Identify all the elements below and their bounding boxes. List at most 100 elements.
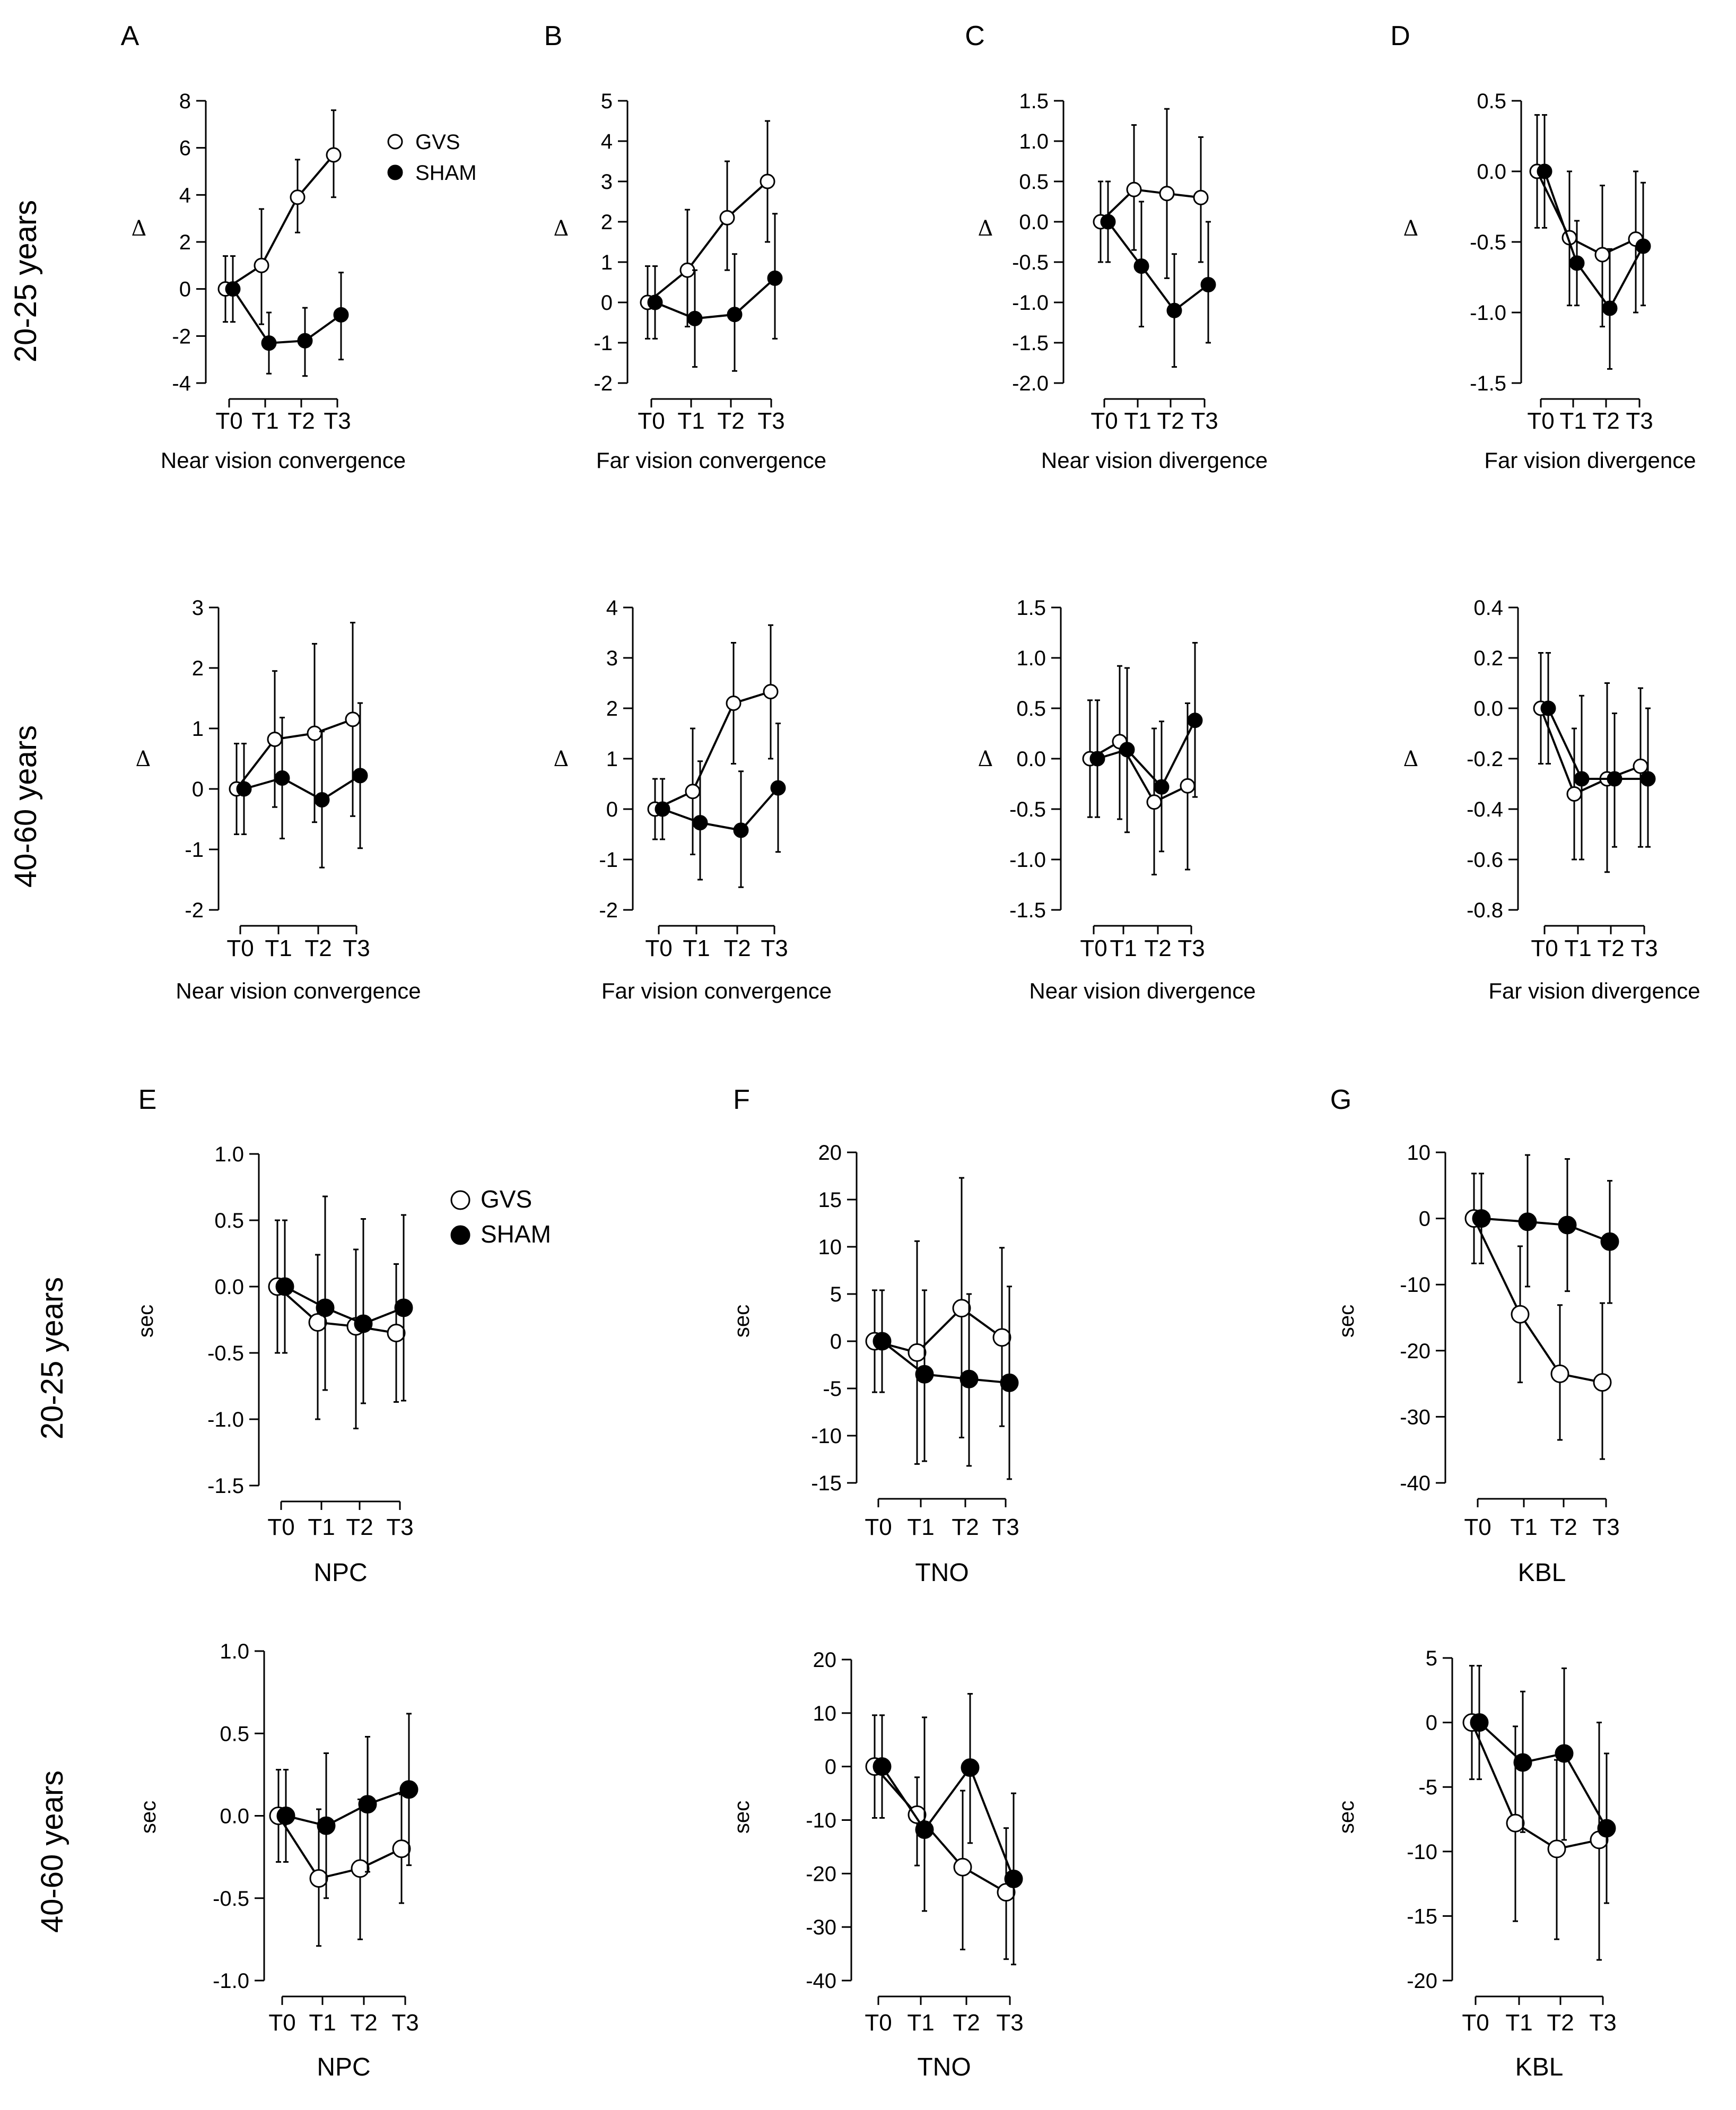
data-point — [354, 1314, 373, 1333]
data-point — [317, 1816, 336, 1835]
series-line — [284, 1286, 404, 1325]
y-tick-label: -10 — [806, 1809, 836, 1833]
x-tick-label: T2 — [953, 2010, 980, 2036]
data-point — [345, 711, 361, 727]
legend-sham-label: SHAM — [415, 161, 477, 185]
data-point — [760, 173, 775, 189]
row-label-bottom-older: 40-60 years — [35, 1770, 69, 1933]
data-point — [1597, 1819, 1616, 1838]
x-tick-label: T0 — [865, 2010, 892, 2036]
series-line — [1543, 171, 1644, 310]
y-tick-label: 1 — [601, 251, 613, 274]
y-tick-label: 8 — [179, 90, 191, 113]
data-point — [1537, 163, 1552, 179]
series-line — [881, 1340, 1010, 1384]
data-point — [1159, 186, 1175, 202]
chart-E-older: -1.0 -0.5 0.0 0.5 1.0 T0 T1 T2 T3 NPC sec — [137, 1640, 419, 2081]
y-tick-label: 20 — [813, 1648, 837, 1672]
x-tick-label: T0 — [1464, 1514, 1491, 1540]
x-axis-label: Far vision divergence — [1488, 978, 1700, 1003]
legend-gvs-label: GVS — [481, 1185, 532, 1213]
series-line — [1547, 708, 1648, 780]
x-tick-label: T3 — [1589, 2010, 1616, 2036]
x-tick-label: T1 — [1510, 1514, 1537, 1540]
y-axis-label: Δ — [554, 216, 569, 241]
x-tick-label: T2 — [723, 935, 751, 961]
y-tick-label: -1.5 — [1009, 899, 1046, 922]
y-tick-label: 1 — [606, 748, 618, 771]
chart-F-older: -40 -30 -20 -10 0 10 20 T0 T1 T2 T3 TNO sec — [730, 1648, 1024, 2081]
series-line — [276, 1286, 397, 1334]
data-point — [647, 294, 663, 310]
y-tick-label: -0.5 — [213, 1887, 249, 1911]
y-tick-label: 3 — [606, 647, 618, 670]
x-tick-label: T1 — [1124, 408, 1151, 434]
chart-G-older: -20 -15 -10 -5 0 5 T0 T1 T2 T3 KBL sec — [1335, 1647, 1617, 2081]
y-tick-label: -1.0 — [1009, 848, 1046, 872]
x-tick-label: T1 — [677, 408, 704, 434]
x-tick-label: T0 — [226, 935, 254, 961]
data-point — [387, 1324, 406, 1342]
x-tick-label: T2 — [1144, 935, 1171, 961]
y-tick-label: -1.5 — [207, 1474, 244, 1498]
y-tick-label: 10 — [1407, 1141, 1431, 1165]
y-tick-label: 0 — [1419, 1208, 1430, 1231]
series-gvs — [865, 1714, 1016, 1960]
data-point — [1593, 1373, 1612, 1392]
y-tick-label: -0.5 — [207, 1342, 244, 1365]
x-tick-label: T3 — [343, 935, 370, 961]
x-tick-label: T2 — [1547, 2010, 1574, 2036]
data-point — [770, 780, 786, 796]
data-point — [992, 1328, 1011, 1347]
x-axis-label: TNO — [915, 1559, 969, 1587]
x-tick-label: T2 — [1550, 1514, 1577, 1540]
data-point — [394, 1298, 413, 1317]
y-tick-label: -4 — [172, 372, 191, 395]
data-point — [275, 1277, 294, 1296]
y-tick-label: 10 — [818, 1236, 842, 1259]
y-tick-label: 1.5 — [1019, 90, 1049, 113]
series-sham — [1540, 652, 1656, 861]
data-point — [1119, 742, 1135, 758]
series-gvs — [647, 624, 779, 855]
x-tick-label: T1 — [309, 2010, 336, 2036]
y-tick-label: 0.0 — [220, 1805, 249, 1828]
data-point — [267, 732, 283, 748]
data-point — [1558, 1215, 1577, 1235]
x-axis-label: Far vision divergence — [1484, 448, 1696, 473]
x-tick-label: T0 — [1091, 408, 1118, 434]
y-tick-label: -15 — [1407, 1905, 1437, 1928]
y-tick-label: -1.0 — [1012, 291, 1049, 315]
y-tick-label: 1.0 — [1019, 130, 1049, 153]
x-tick-label: T0 — [1527, 408, 1554, 434]
y-tick-label: 0.0 — [214, 1275, 244, 1299]
x-axis-label: Near vision convergence — [161, 448, 406, 473]
y-tick-label: -10 — [811, 1425, 842, 1448]
x-tick-label: T2 — [952, 1514, 979, 1540]
x-tick-label: T1 — [907, 2010, 934, 2036]
y-tick-label: -0.6 — [1467, 848, 1503, 872]
chart-A-young: -4 -2 0 2 4 6 8 T0 T1 T2 T3 Near vision convergence… — [121, 21, 477, 473]
x-tick-label: T1 — [251, 408, 278, 434]
series-line — [1473, 1218, 1603, 1384]
y-tick-label: 0 — [825, 1756, 836, 1779]
x-tick-label: T1 — [265, 935, 292, 961]
y-tick-label: -0.5 — [1009, 798, 1046, 821]
series-line — [235, 718, 353, 790]
y-tick-label: -1.0 — [1470, 301, 1506, 325]
y-tick-label: -2 — [594, 372, 613, 395]
y-tick-label: 1 — [192, 717, 204, 741]
legend-gvs-marker — [450, 1190, 470, 1210]
data-point — [1555, 1744, 1574, 1763]
x-tick-label: T0 — [268, 2010, 295, 2036]
series-gvs — [268, 1219, 406, 1429]
y-tick-label: 0.5 — [1016, 697, 1046, 720]
y-tick-label: 0.0 — [1019, 211, 1049, 234]
y-tick-label: -10 — [1400, 1273, 1430, 1297]
y-tick-label: 0.0 — [1477, 160, 1506, 184]
series-sham — [873, 1693, 1023, 1966]
y-axis-label: sec — [1335, 1801, 1358, 1834]
data-point — [915, 1820, 934, 1839]
y-tick-label: 5 — [601, 90, 613, 113]
y-tick-label: 2 — [601, 211, 613, 234]
